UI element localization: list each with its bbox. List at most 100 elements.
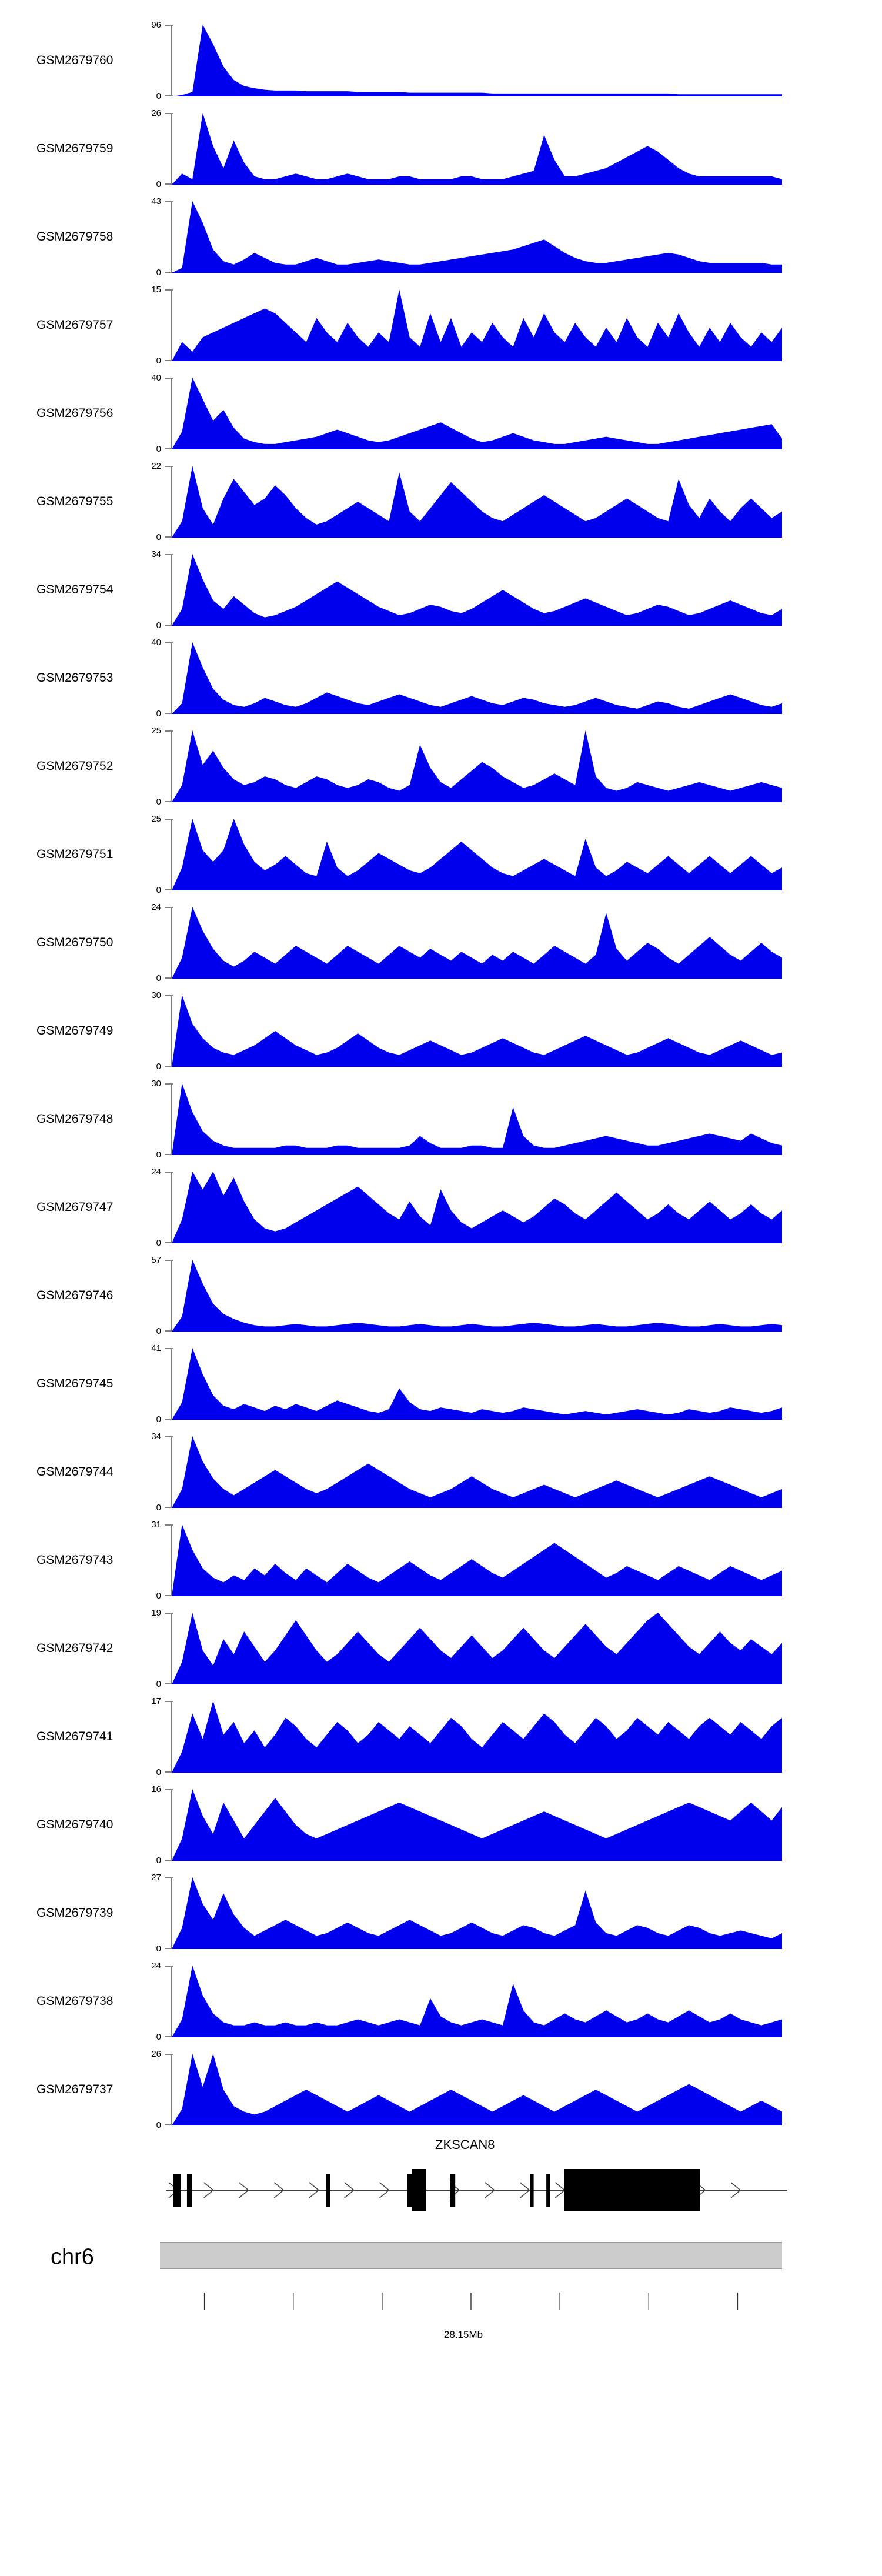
y-axis: 27 0 (139, 1873, 174, 1953)
coverage-area (172, 1260, 782, 1332)
y-axis: 25 0 (139, 815, 174, 895)
gene-strand-arrow (520, 2182, 530, 2198)
coverage-area (172, 730, 782, 802)
coverage-track: GSM2679737 26 0 (0, 2046, 882, 2134)
coverage-area-svg (172, 1083, 782, 1155)
coordinate-label-wrap: 28.15Mb (0, 2329, 882, 2341)
y-axis-max-label: 34 (151, 1432, 161, 1442)
track-label: GSM2679753 (36, 671, 113, 685)
y-axis-tick-max (165, 201, 173, 202)
coverage-area (172, 1613, 782, 1684)
coverage-area (172, 1966, 782, 2037)
y-axis-tick-min (165, 1066, 173, 1067)
y-axis-tick-max (165, 642, 173, 643)
coverage-plot (172, 1524, 782, 1596)
y-axis-tick-min (165, 889, 173, 890)
coverage-plot (172, 2054, 782, 2125)
coverage-area (172, 289, 782, 361)
coverage-area (172, 113, 782, 185)
gene-exon (450, 2174, 456, 2207)
y-axis: 57 0 (139, 1256, 174, 1336)
track-label: GSM2679741 (36, 1730, 113, 1743)
y-axis-min-label: 0 (156, 2032, 161, 2042)
y-axis-line (171, 1172, 172, 1243)
y-axis-min-label: 0 (156, 1591, 161, 1601)
y-axis-tick-min (165, 1860, 173, 1861)
y-axis-tick-max (165, 1172, 173, 1173)
y-axis-line (171, 1701, 172, 1773)
y-axis-max-label: 17 (151, 1696, 161, 1706)
y-axis-tick-max (165, 995, 173, 996)
coverage-plot (172, 201, 782, 273)
coverage-track: GSM2679755 22 0 (0, 458, 882, 546)
coverage-plot (172, 466, 782, 538)
y-axis: 16 0 (139, 1785, 174, 1865)
y-axis-min-label: 0 (156, 1326, 161, 1336)
y-axis-tick-min (165, 2124, 173, 2125)
track-label: GSM2679758 (36, 230, 113, 243)
y-axis: 25 0 (139, 726, 174, 806)
y-axis-min-label: 0 (156, 1503, 161, 1513)
y-axis-tick-min (165, 625, 173, 626)
y-axis-tick-max (165, 1701, 173, 1702)
y-axis-min-label: 0 (156, 356, 161, 366)
coverage-area-svg (172, 554, 782, 626)
track-label: GSM2679748 (36, 1112, 113, 1126)
chromosome-label: chr6 (51, 2244, 94, 2270)
coverage-area (172, 201, 782, 273)
y-axis-line (171, 1524, 172, 1596)
y-axis-line (171, 1083, 172, 1155)
coverage-area (172, 1877, 782, 1949)
y-axis-tick-max (165, 1083, 173, 1085)
y-axis-max-label: 26 (151, 108, 161, 118)
y-axis: 34 0 (139, 1432, 174, 1512)
coverage-area (172, 1524, 782, 1596)
y-axis-line (171, 113, 172, 185)
y-axis-min-label: 0 (156, 444, 161, 454)
track-label: GSM2679746 (36, 1289, 113, 1302)
gene-strand-arrow (485, 2182, 496, 2198)
coverage-area-svg (172, 1966, 782, 2037)
y-axis-max-label: 24 (151, 1961, 161, 1971)
coverage-plot (172, 554, 782, 626)
coverage-track: GSM2679748 30 0 (0, 1075, 882, 1163)
y-axis: 24 0 (139, 903, 174, 983)
coverage-track: GSM2679745 41 0 (0, 1340, 882, 1428)
y-axis: 31 0 (139, 1520, 174, 1600)
y-axis-tick-max (165, 2054, 173, 2055)
y-axis-max-label: 96 (151, 20, 161, 30)
coverage-plot (172, 113, 782, 185)
coverage-track: GSM2679754 34 0 (0, 546, 882, 634)
y-axis-max-label: 24 (151, 1167, 161, 1177)
coverage-area-svg (172, 113, 782, 185)
coordinate-axis-track: 28.15Mb (0, 2293, 882, 2357)
coordinate-ticks-svg (203, 2293, 739, 2310)
y-axis: 17 0 (139, 1697, 174, 1777)
y-axis-max-label: 25 (151, 726, 161, 736)
y-axis-tick-min (165, 1154, 173, 1155)
y-axis-tick-max (165, 554, 173, 555)
y-axis-min-label: 0 (156, 268, 161, 278)
coverage-area (172, 554, 782, 626)
gene-strand-arrow (379, 2182, 390, 2198)
coverage-track: GSM2679746 57 0 (0, 1252, 882, 1340)
coverage-plot (172, 907, 782, 979)
y-axis-tick-max (165, 1436, 173, 1437)
coverage-track: GSM2679742 19 0 (0, 1604, 882, 1693)
y-axis-line (171, 730, 172, 802)
track-label: GSM2679760 (36, 54, 113, 67)
coverage-plot (172, 819, 782, 890)
gene-annotation-track: ZKSCAN8 (0, 2134, 882, 2222)
y-axis-max-label: 22 (151, 461, 161, 471)
track-label: GSM2679754 (36, 583, 113, 596)
track-label: GSM2679756 (36, 406, 113, 420)
coverage-area (172, 1172, 782, 1243)
y-axis-max-label: 31 (151, 1520, 161, 1530)
coverage-tracks-container: GSM2679760 96 0 GSM2679759 26 0 GSM2679758 43 0 G… (0, 16, 882, 2134)
y-axis-tick-max (165, 1966, 173, 1967)
y-axis-tick-max (165, 730, 173, 732)
y-axis-tick-min (165, 536, 173, 538)
gene-exon (186, 2174, 192, 2207)
y-axis-tick-max (165, 1260, 173, 1261)
coverage-area (172, 995, 782, 1067)
